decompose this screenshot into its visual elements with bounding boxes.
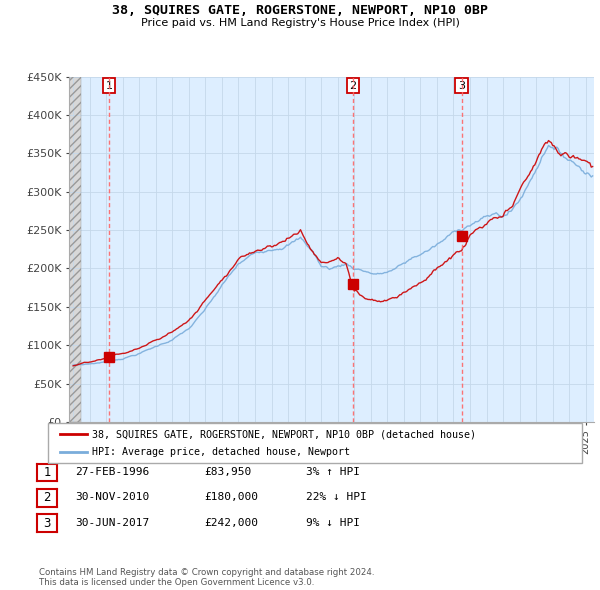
Text: 9% ↓ HPI: 9% ↓ HPI bbox=[306, 518, 360, 527]
Text: 22% ↓ HPI: 22% ↓ HPI bbox=[306, 493, 367, 502]
Text: 38, SQUIRES GATE, ROGERSTONE, NEWPORT, NP10 0BP: 38, SQUIRES GATE, ROGERSTONE, NEWPORT, N… bbox=[112, 4, 488, 17]
Text: 3: 3 bbox=[458, 81, 465, 90]
Text: 3% ↑ HPI: 3% ↑ HPI bbox=[306, 467, 360, 477]
Text: 1: 1 bbox=[106, 81, 112, 90]
Text: 30-JUN-2017: 30-JUN-2017 bbox=[75, 518, 149, 527]
Text: Contains HM Land Registry data © Crown copyright and database right 2024.
This d: Contains HM Land Registry data © Crown c… bbox=[39, 568, 374, 587]
Text: 27-FEB-1996: 27-FEB-1996 bbox=[75, 467, 149, 477]
Text: 38, SQUIRES GATE, ROGERSTONE, NEWPORT, NP10 0BP (detached house): 38, SQUIRES GATE, ROGERSTONE, NEWPORT, N… bbox=[92, 430, 476, 440]
Text: Price paid vs. HM Land Registry's House Price Index (HPI): Price paid vs. HM Land Registry's House … bbox=[140, 18, 460, 28]
Text: £242,000: £242,000 bbox=[204, 518, 258, 527]
Text: £83,950: £83,950 bbox=[204, 467, 251, 477]
Text: 2: 2 bbox=[43, 491, 51, 504]
Text: 1: 1 bbox=[43, 466, 51, 479]
Text: 30-NOV-2010: 30-NOV-2010 bbox=[75, 493, 149, 502]
Text: £180,000: £180,000 bbox=[204, 493, 258, 502]
Text: HPI: Average price, detached house, Newport: HPI: Average price, detached house, Newp… bbox=[92, 447, 350, 457]
Text: 3: 3 bbox=[43, 517, 51, 530]
Text: 2: 2 bbox=[349, 81, 356, 90]
